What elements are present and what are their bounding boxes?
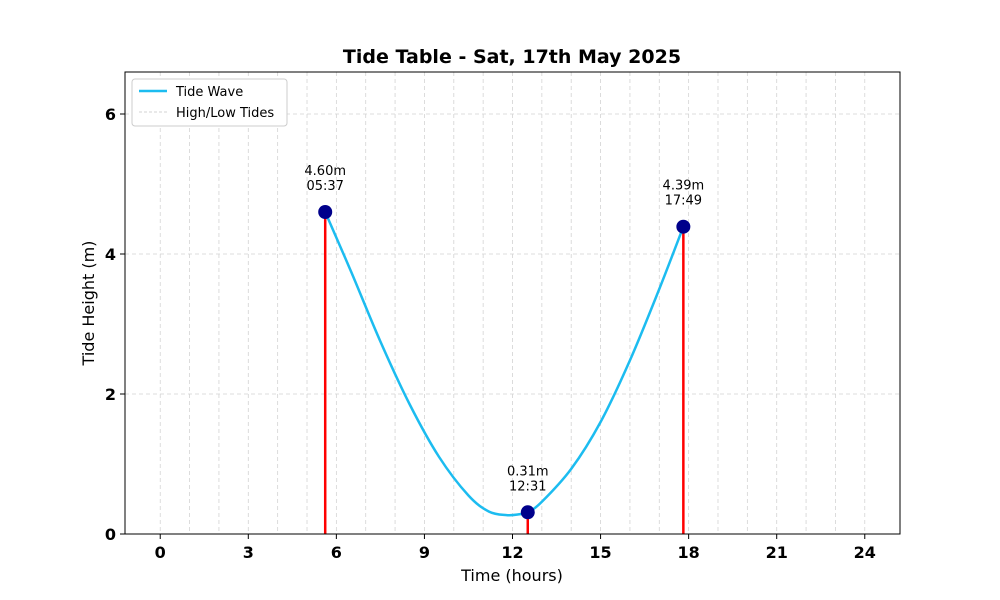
tide-height-label: 0.31m	[507, 464, 549, 479]
y-axis-ticks: 0 2 4 6	[105, 105, 125, 544]
y-tick-label: 6	[105, 105, 116, 124]
legend-label-tide-wave: Tide Wave	[175, 85, 243, 100]
x-tick-label: 21	[766, 543, 788, 562]
tide-extreme-marker	[676, 219, 691, 234]
legend-label-high-low-tides: High/Low Tides	[176, 106, 274, 121]
tide-time-label: 17:49	[665, 194, 702, 209]
x-tick-label: 15	[589, 543, 611, 562]
x-tick-label: 9	[419, 543, 430, 562]
tide-extreme-marker	[520, 505, 535, 520]
tide-extreme-marker	[318, 205, 333, 219]
tide-markers	[318, 205, 691, 520]
y-tick-label: 0	[105, 525, 116, 544]
tide-time-label: 05:37	[306, 179, 343, 194]
tide-height-label: 4.39m	[663, 179, 705, 194]
tide-wave-line	[324, 211, 685, 517]
chart-title: Tide Table - Sat, 17th May 2025	[343, 46, 681, 68]
x-tick-label: 6	[331, 543, 342, 562]
x-axis-label: Time (hours)	[460, 566, 563, 585]
x-tick-label: 18	[678, 543, 700, 562]
legend: Tide Wave High/Low Tides	[131, 78, 288, 127]
tide-height-label: 4.60m	[304, 164, 346, 179]
x-tick-label: 0	[155, 543, 166, 562]
y-tick-label: 2	[105, 385, 116, 404]
legend-box	[131, 78, 288, 127]
y-tick-label: 4	[105, 245, 116, 264]
tide-time-label: 12:31	[509, 479, 546, 494]
x-tick-label: 12	[501, 543, 523, 562]
x-tick-label: 24	[854, 543, 876, 562]
x-axis-ticks: 0 3 6 9 12 15 18 21 24	[155, 534, 876, 562]
x-tick-label: 3	[243, 543, 254, 562]
y-axis-label: Tide Height (m)	[79, 241, 98, 367]
